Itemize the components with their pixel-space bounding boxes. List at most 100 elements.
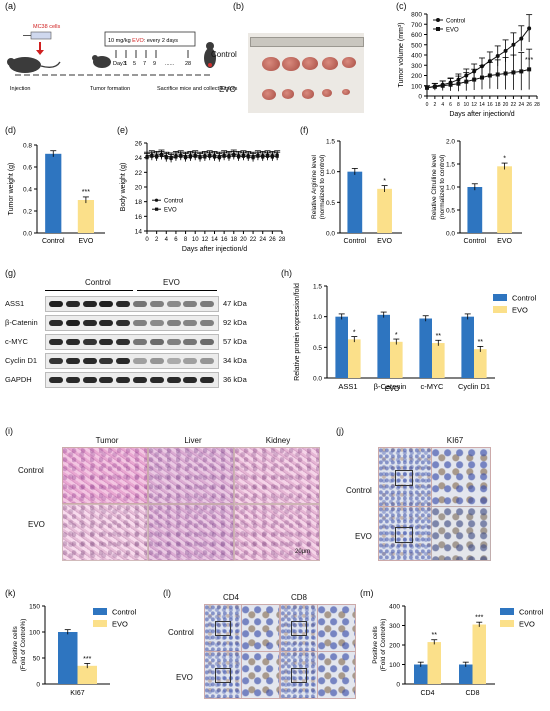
data-point — [241, 154, 246, 158]
wb-band — [166, 377, 181, 383]
wb-band — [149, 320, 164, 326]
y-tick-label: 500 — [411, 42, 422, 49]
data-point — [511, 42, 516, 47]
y-tick-label: 2.0 — [446, 139, 455, 146]
y-tick-label: 0.0 — [23, 231, 32, 238]
dose-text: 10 mg/kg — [108, 38, 131, 44]
data-point — [527, 26, 532, 31]
wb-band — [49, 301, 63, 307]
significance: * — [503, 155, 506, 162]
significance: *** — [82, 189, 90, 196]
chart-f1: 0.0 0.5 1.0 1.5 Relative Arginine level (norm… — [311, 139, 402, 245]
wb-band — [183, 301, 198, 307]
sacrifice-label: Sacrifice mice and collect tumors — [157, 86, 238, 92]
data-point — [256, 154, 260, 158]
data-point — [155, 155, 159, 159]
y-tick-label: 1.0 — [326, 169, 335, 176]
legend-label: EVO — [512, 306, 528, 315]
tumor-sample — [342, 89, 350, 96]
x-tick-label: 10 — [192, 237, 199, 243]
bar-control — [461, 316, 474, 378]
wb-band — [149, 301, 164, 307]
dose-drug: EVO — [132, 38, 144, 44]
y-tick-label: 400 — [411, 53, 422, 60]
data-point — [472, 77, 477, 82]
bar-control — [414, 664, 428, 684]
data-point — [487, 73, 492, 78]
x-tick-label: 28 — [279, 237, 286, 243]
y-tick-label: 1.0 — [446, 185, 455, 192]
x-tick-label: 10 — [464, 102, 470, 108]
y-tick-label: 800 — [411, 12, 422, 19]
x-tick-label: 18 — [230, 237, 237, 243]
histo-row-control: Control — [18, 466, 44, 475]
x-tick-label: 14 — [479, 102, 485, 108]
wb-band — [49, 358, 63, 364]
data-point — [246, 155, 250, 159]
y-tick-label: 100 — [389, 662, 400, 669]
y-tick-label: 0.8 — [23, 143, 32, 150]
y-tick-label: 0 — [396, 682, 400, 689]
wb-group-evo: EVO — [163, 278, 180, 287]
schematic-a: MC38 cells Injection Tumor formation Sac… — [7, 24, 238, 92]
x-tick-label: 14 — [211, 237, 218, 243]
data-point — [495, 54, 500, 59]
svg-text:10 mg/kg EVO: every 2 days: 10 mg/kg EVO: every 2 days — [108, 38, 178, 44]
wb-band — [65, 320, 80, 326]
y-tick-label: 150 — [29, 604, 40, 611]
data-point — [193, 154, 197, 158]
bar-evo — [390, 341, 403, 378]
day-label: 3 — [123, 61, 126, 67]
data-point — [261, 155, 265, 159]
x-tick-label: Cyclin D1 — [458, 382, 490, 391]
wb-band — [200, 377, 215, 383]
dose-schedule: : every 2 days — [144, 38, 178, 44]
histo-evo-kidney — [234, 504, 320, 561]
data-point — [237, 155, 241, 159]
histo-control-tumor — [62, 447, 148, 504]
day-label: 5 — [133, 61, 136, 67]
mouse-icon — [7, 57, 61, 73]
ki67-row-evo: EVO — [355, 532, 372, 541]
y-tick-label: 0.6 — [23, 165, 32, 172]
mouse-tumor-icon — [92, 55, 111, 68]
y-tick-label: 0.5 — [313, 345, 322, 352]
x-tick-label: ASS1 — [338, 382, 357, 391]
legend-label: Control — [446, 19, 465, 25]
x-tick-label: 4 — [165, 237, 169, 243]
panel-label-i: (i) — [5, 426, 13, 436]
wb-band — [166, 358, 181, 364]
y-tick-label: 100 — [29, 630, 40, 637]
y-tick-label: 700 — [411, 22, 422, 29]
wb-band — [200, 339, 215, 345]
x-tick-label: 8 — [184, 237, 188, 243]
ki67-evo-zoom — [431, 506, 491, 561]
y-tick-label: 300 — [389, 623, 400, 630]
wb-band — [82, 358, 97, 364]
y-tick-label: 1.5 — [313, 284, 322, 291]
legend-swatch — [493, 294, 507, 301]
y-tick-label: 400 — [389, 604, 400, 611]
western-blot: Control EVO ASS1 47 kDa β-Catenin 92 kDa c-M… — [5, 278, 275, 393]
tumor-sample — [262, 57, 280, 72]
x-tick-label: 4 — [441, 102, 444, 108]
wb-band — [82, 320, 97, 326]
day-label: 7 — [143, 61, 146, 67]
y-tick-label: 0.2 — [23, 209, 32, 216]
wb-protein-label: Cyclin D1 — [5, 356, 38, 365]
wb-protein-label: GAPDH — [5, 375, 32, 384]
wb-size-label: 36 kDa — [223, 375, 247, 384]
histo-col-tumor: Tumor — [95, 436, 119, 445]
y-tick-label: 300 — [411, 63, 422, 70]
wb-band — [116, 377, 131, 383]
bar-control — [377, 314, 390, 378]
y-tick-label: 0.5 — [326, 200, 335, 207]
x-tick-label: EVO — [377, 238, 392, 245]
panel-label-c: (c) — [396, 1, 407, 11]
wb-band — [166, 320, 181, 326]
legend-marker — [436, 18, 440, 22]
data-point — [425, 85, 429, 90]
data-point — [159, 153, 164, 158]
ki67-row-control: Control — [346, 486, 372, 495]
wb-band — [133, 358, 147, 364]
